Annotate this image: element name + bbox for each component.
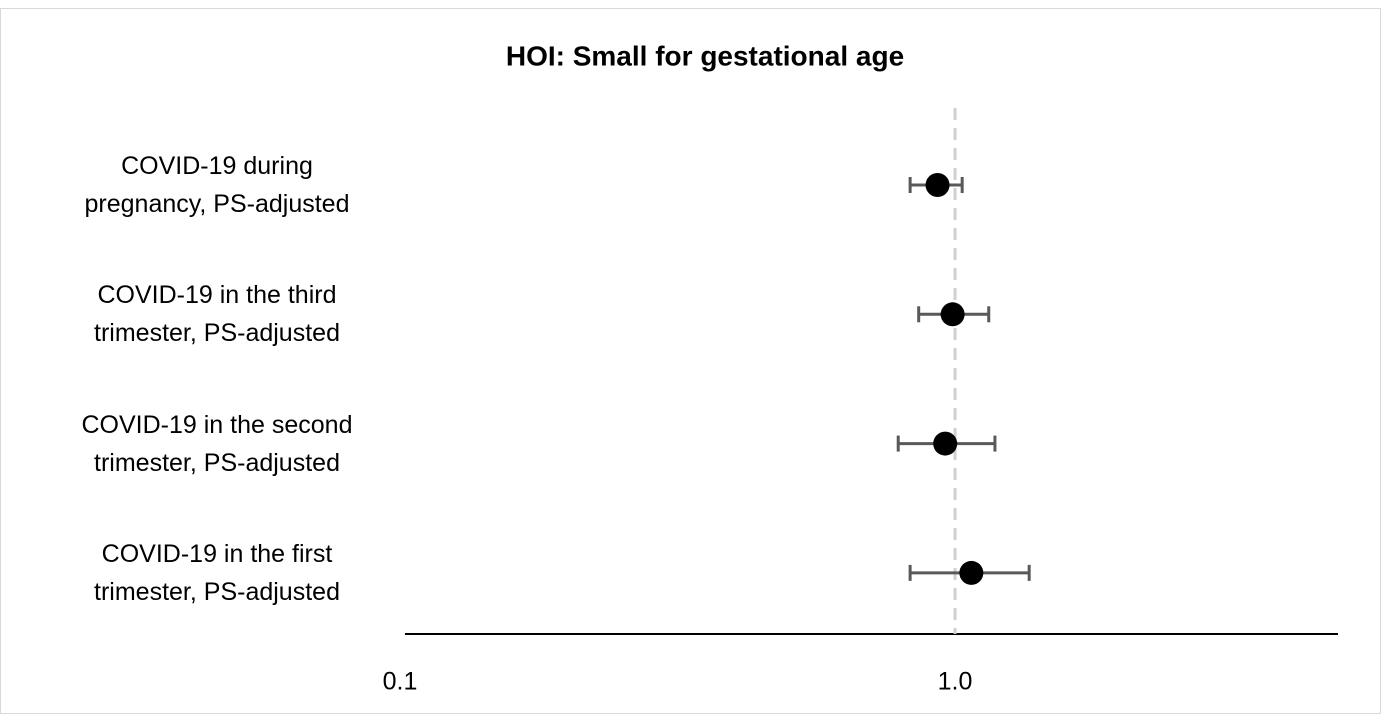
chart-title: HOI: Small for gestational age — [506, 40, 904, 71]
point — [925, 173, 950, 197]
x-tick-label: 1.0 — [938, 668, 973, 696]
x-tick-label: 0.1 — [383, 668, 418, 696]
point — [959, 560, 984, 585]
category-label: COVID-19 during pregnancy, PS-adjusted — [84, 152, 350, 218]
category-label: COVID-19 in the third trimester, PS-adju… — [94, 281, 340, 348]
point — [940, 302, 965, 327]
category-label: COVID-19 in the second trimester, PS-adj… — [81, 410, 353, 477]
point — [933, 431, 958, 456]
chart-border — [0, 8, 1381, 714]
category-label: COVID-19 in the first trimester, PS-adju… — [94, 539, 340, 606]
